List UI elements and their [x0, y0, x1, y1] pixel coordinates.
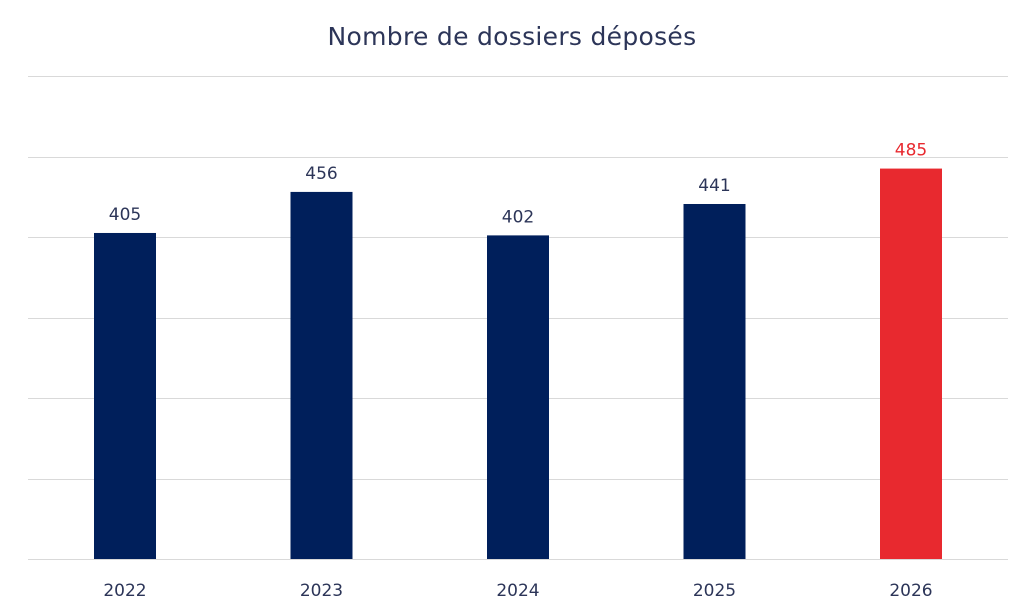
bar-2024	[487, 235, 549, 559]
data-label-2025: 441	[698, 176, 730, 196]
x-tick-label-2024: 2024	[496, 581, 539, 601]
x-tick-label-2022: 2022	[103, 581, 146, 601]
chart-title: Nombre de dossiers déposés	[327, 22, 697, 51]
bar-2022	[94, 232, 156, 559]
data-label-2023: 456	[305, 164, 337, 184]
data-label-2026: 485	[895, 141, 927, 161]
x-tick-label-2023: 2023	[300, 581, 343, 601]
x-tick-label-2025: 2025	[693, 581, 736, 601]
data-label-2022: 405	[109, 205, 141, 225]
x-tick-label-2026: 2026	[889, 581, 932, 601]
bar-2023	[290, 191, 353, 560]
bar-2026	[880, 168, 942, 559]
data-label-2024: 402	[502, 207, 534, 227]
bar-2025	[683, 203, 746, 559]
